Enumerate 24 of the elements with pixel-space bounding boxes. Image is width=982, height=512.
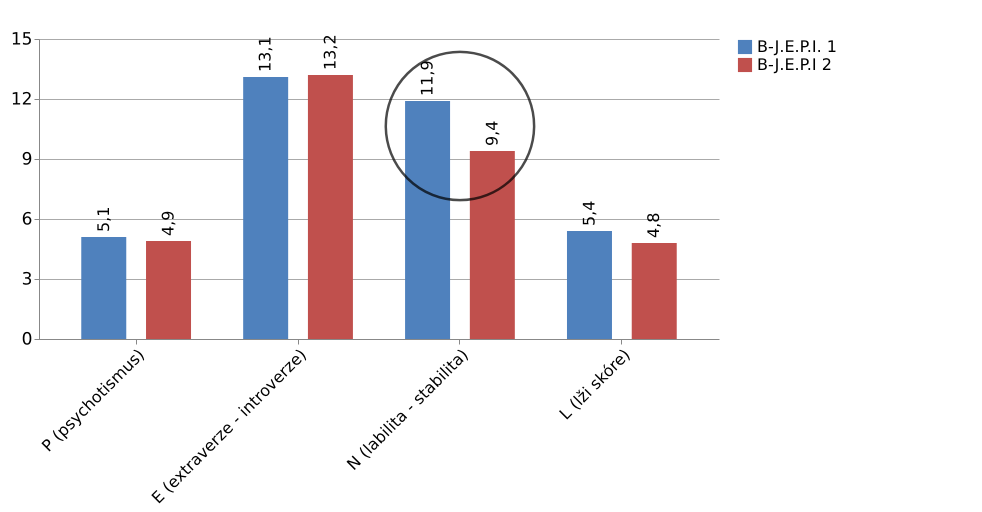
data-label: 13,2: [320, 34, 340, 70]
data-label: 5,1: [94, 206, 113, 232]
legend-label: B-J.E.P.I. 1: [757, 37, 837, 56]
bar: [405, 101, 450, 339]
y-tick-label: 0: [22, 330, 32, 350]
legend-label: B-J.E.P.I 2: [757, 55, 832, 74]
bar: [308, 75, 353, 339]
data-label: 4,8: [644, 212, 664, 238]
data-label: 11,9: [418, 60, 437, 96]
y-tick-label: 9: [22, 150, 32, 170]
bar: [632, 243, 677, 339]
y-tick-label: 12: [10, 90, 32, 110]
y-tick-label: 3: [22, 270, 32, 290]
bar: [243, 77, 288, 339]
y-tick-label: 15: [10, 30, 32, 50]
data-label: 9,4: [482, 120, 502, 146]
bar: [146, 241, 192, 339]
bar: [566, 231, 612, 339]
y-tick-label: 6: [22, 210, 32, 230]
data-label: 5,4: [579, 200, 598, 226]
bar: [470, 151, 515, 339]
data-label: 4,9: [158, 210, 178, 236]
data-label: 13,1: [256, 36, 275, 72]
bar: [81, 237, 126, 339]
